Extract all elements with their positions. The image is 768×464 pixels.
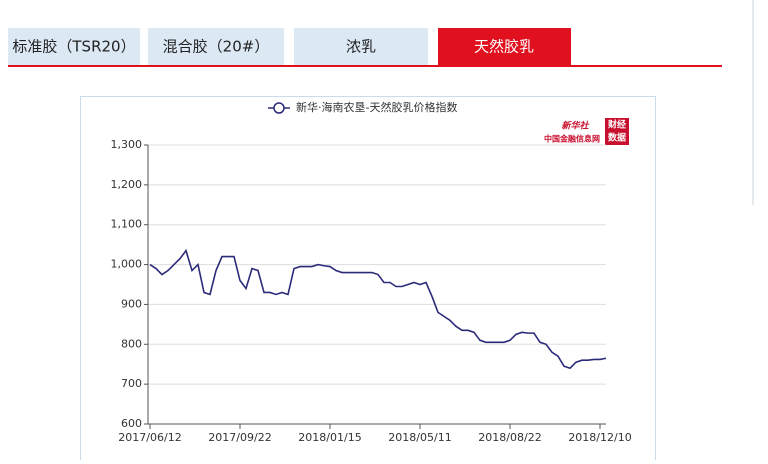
x-tick-label: 2018/08/22 (478, 431, 541, 444)
logo-badge (605, 118, 629, 145)
logo-badge-text: 数据 (608, 132, 626, 144)
legend-marker (273, 102, 285, 114)
x-tick-label: 2018/05/11 (388, 431, 451, 444)
y-tick-label: 800 (121, 337, 142, 350)
y-tick-label: 900 (121, 297, 142, 310)
tab[interactable] (294, 28, 428, 66)
tab-label[interactable]: 天然胶乳 (474, 38, 534, 56)
y-tick-label: 600 (121, 417, 142, 430)
y-tick-label: 1,300 (111, 138, 143, 151)
y-tick-label: 1,100 (111, 218, 143, 231)
logo-brand: 新华社 (561, 121, 589, 132)
logo-site: 中国金融信息网 (544, 134, 600, 144)
tab-label[interactable]: 混合胶（20#） (163, 38, 270, 56)
tab[interactable] (148, 28, 284, 66)
tab[interactable] (8, 28, 140, 66)
y-tick-label: 700 (121, 377, 142, 390)
legend-label: 新华·海南农垦-天然胶乳价格指数 (296, 100, 457, 114)
chart-panel (80, 96, 656, 464)
tab-label[interactable]: 浓乳 (346, 38, 376, 56)
x-tick-label: 2018/12/10 (568, 431, 631, 444)
logo-badge-text: 财经 (607, 119, 626, 131)
x-tick-label: 2017/06/12 (118, 431, 181, 444)
x-tick-label: 2017/09/22 (208, 431, 271, 444)
x-tick-label: 2018/01/15 (298, 431, 361, 444)
tab-active[interactable] (438, 28, 571, 66)
y-tick-label: 1,200 (111, 178, 143, 191)
series-line (149, 248, 607, 370)
tab-underline (8, 65, 722, 67)
plot: 600 700 800 900 1,000 1,100 1,200 1,300 2017/06/… (111, 138, 632, 444)
y-tick-label: 1,000 (111, 258, 143, 271)
tab-label[interactable]: 标准胶（TSR20） (12, 38, 135, 56)
